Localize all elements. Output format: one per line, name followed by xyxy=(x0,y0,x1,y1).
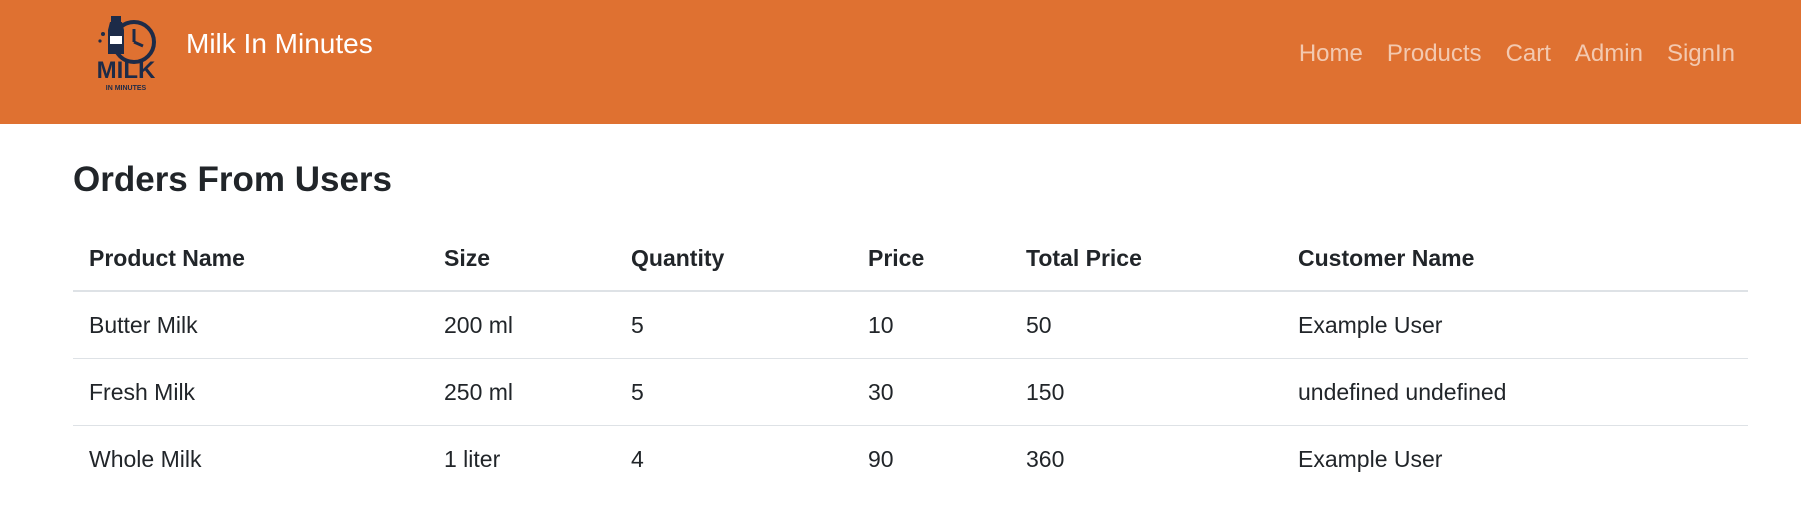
navbar: MILK IN MINUTES Milk In Minutes Home Pro… xyxy=(0,0,1801,124)
cell-total-price: 50 xyxy=(1026,311,1052,338)
main-nav: Home Products Cart Admin SignIn xyxy=(1299,36,1735,72)
nav-cart-link[interactable]: Cart xyxy=(1505,40,1551,67)
header-quantity: Quantity xyxy=(615,226,852,292)
header-product-name: Product Name xyxy=(73,226,428,292)
header-total-price: Total Price xyxy=(1010,226,1282,292)
main-content: Orders From Users Product Name Size Quan… xyxy=(73,124,1748,492)
nav-admin-link[interactable]: Admin xyxy=(1574,40,1643,67)
cell-product-name: Fresh Milk xyxy=(73,358,428,426)
logo-wordmark: MILK xyxy=(97,57,156,84)
cell-customer-name: undefined undefined xyxy=(1282,358,1748,426)
cell-quantity: 5 xyxy=(631,311,644,338)
cell-customer-name: Example User xyxy=(1282,425,1748,492)
brand-name: Milk In Minutes xyxy=(186,28,373,59)
cell-quantity: 5 xyxy=(615,358,852,426)
header-customer-name: Customer Name xyxy=(1282,226,1748,292)
cell-total-price: 360 xyxy=(1010,425,1282,492)
cell-size: 200 ml xyxy=(444,311,514,338)
cell-price: 90 xyxy=(852,425,1010,492)
brand-link[interactable]: MILK IN MINUTES Milk In Minutes xyxy=(86,14,373,94)
header-size: Size xyxy=(428,226,615,292)
nav-products-link[interactable]: Products xyxy=(1386,40,1482,67)
cell-price: 10 xyxy=(868,311,894,338)
cell-price: 30 xyxy=(852,358,1010,426)
page-title: Orders From Users xyxy=(73,160,393,199)
table-row: Fresh Milk 250 ml 5 30 150 undefined und… xyxy=(73,358,1748,426)
cell-customer-name: Example User xyxy=(1298,311,1443,338)
cell-product-name: Butter Milk xyxy=(89,311,198,338)
table-row: Whole Milk 1 liter 4 90 360 Example User xyxy=(73,425,1748,492)
cell-quantity: 4 xyxy=(615,425,852,492)
milk-logo-icon: MILK IN MINUTES xyxy=(97,16,156,92)
nav-signin-link[interactable]: SignIn xyxy=(1666,40,1735,67)
nav-home-link[interactable]: Home xyxy=(1298,40,1363,67)
logo-subtext: IN MINUTES xyxy=(106,85,147,92)
cell-product-name: Whole Milk xyxy=(73,425,428,492)
orders-table: Product Name Size Quantity Price Total P… xyxy=(73,226,1748,492)
table-header-row: Product Name Size Quantity Price Total P… xyxy=(73,226,1748,292)
table-row: Butter Milk 200 ml 5 10 50 Example User xyxy=(73,291,1748,359)
cell-total-price: 150 xyxy=(1010,358,1282,426)
header-price: Price xyxy=(852,226,1010,292)
cell-size: 1 liter xyxy=(428,425,615,492)
cell-size: 250 ml xyxy=(428,358,615,426)
